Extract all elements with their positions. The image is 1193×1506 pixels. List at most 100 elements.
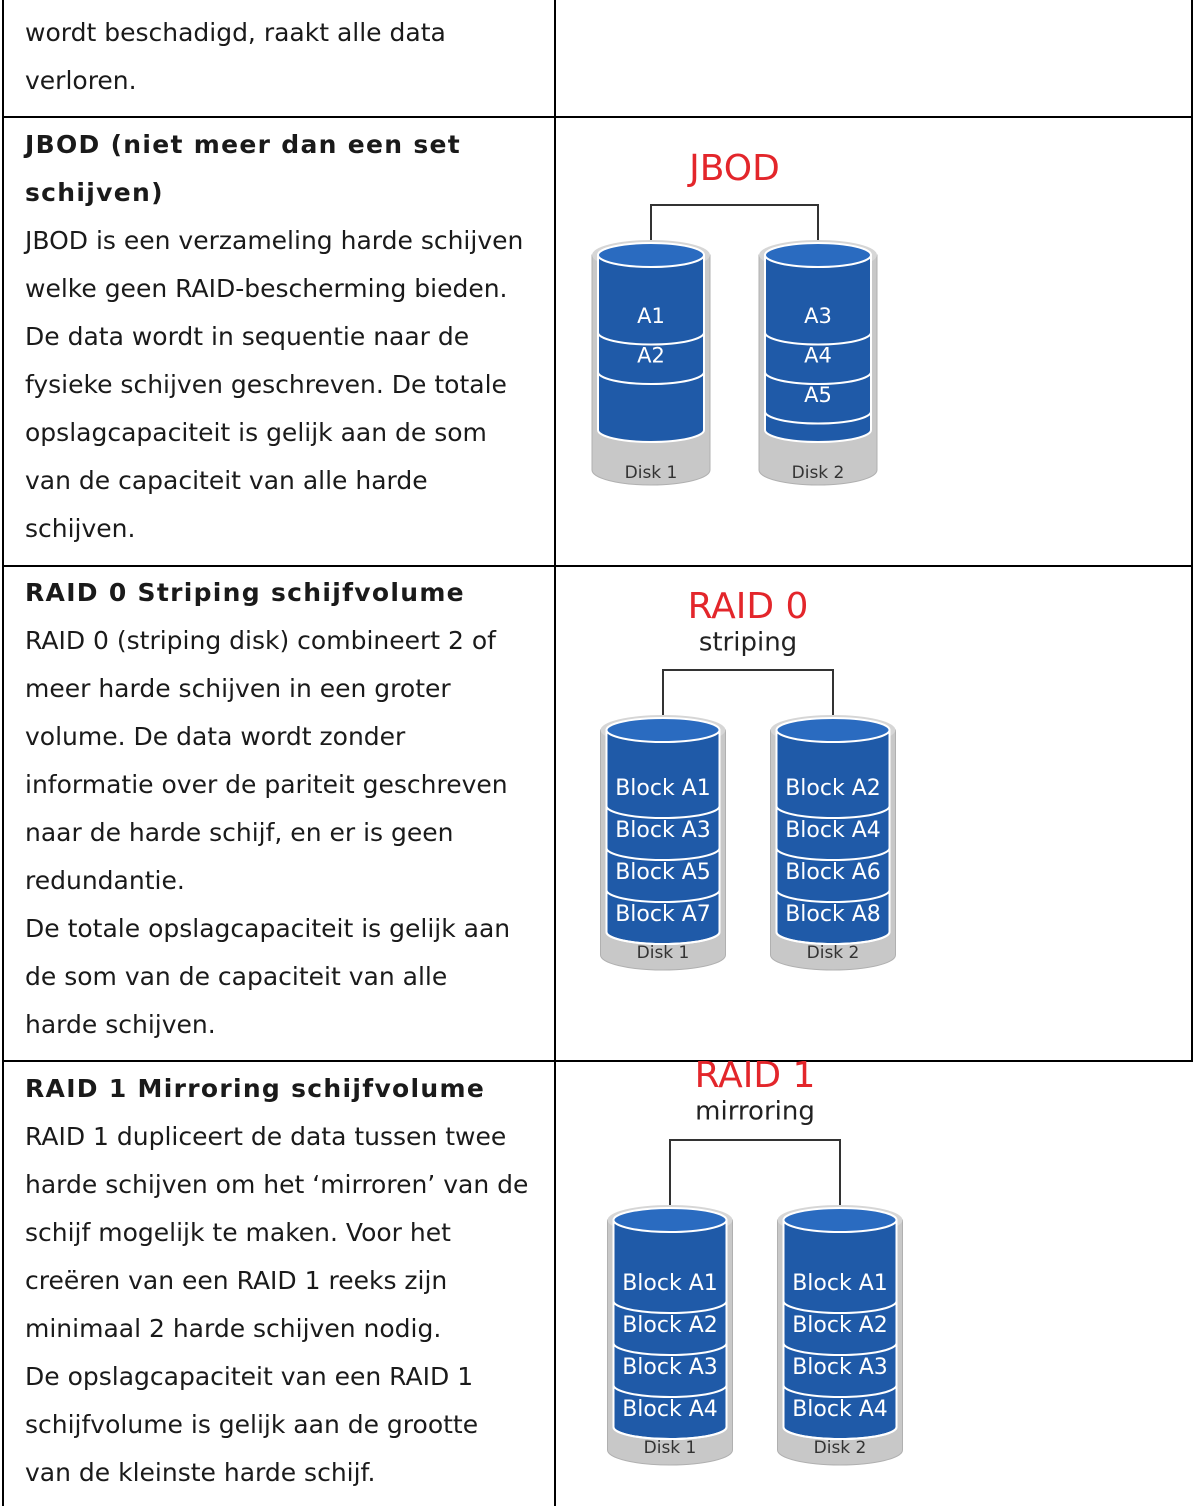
cell-line: van de kleinste harde schijf. — [25, 1458, 376, 1487]
cell-line: RAID 1 dupliceert de data tussen twee — [25, 1122, 507, 1151]
block-sep — [775, 931, 891, 945]
block-label: Block A1 — [622, 1271, 718, 1296]
block-sep — [764, 332, 872, 346]
disk-top — [597, 242, 705, 268]
block-sep — [782, 1384, 898, 1398]
block-sep — [612, 1426, 728, 1440]
connector — [662, 669, 834, 718]
cell-line: harde schijven om het ‘mirroren’ van de — [25, 1170, 529, 1199]
block-sep — [605, 931, 721, 945]
cell-line: opslagcapaciteit is gelijk aan de som — [25, 418, 487, 447]
cell-line: schijven. — [25, 514, 136, 543]
cell-line: naar de harde schijf, en er is geen — [25, 818, 454, 847]
block-sep — [597, 332, 705, 346]
block-label: Block A2 — [785, 776, 881, 801]
block-sep — [775, 889, 891, 903]
cell-line: schijf mogelijk te maken. Voor het — [25, 1218, 451, 1247]
block-label: A1 — [637, 304, 665, 328]
cell-line: meer harde schijven in een groter — [25, 674, 451, 703]
block-sep — [782, 1300, 898, 1314]
block-sep — [782, 1342, 898, 1356]
cell-title: JBOD (niet meer dan een set — [25, 130, 462, 159]
block-label: Block A1 — [792, 1271, 888, 1296]
cell-line: creëren van een RAID 1 reeks zijn — [25, 1266, 448, 1295]
cell-text: RAID 0 Striping schijfvolume RAID 0 (stri… — [25, 569, 550, 1049]
connector — [669, 1139, 841, 1208]
block-sep — [605, 889, 721, 903]
diagram-title: RAID 1 — [695, 1055, 816, 1096]
connector — [650, 204, 819, 243]
cell-title: RAID 0 Striping schijfvolume — [25, 578, 465, 607]
cell-line: informatie over de pariteit geschreven — [25, 770, 508, 799]
cell-line: minimaal 2 harde schijven nodig. — [25, 1314, 442, 1343]
block-label: Block A1 — [615, 776, 711, 801]
block-sep — [775, 805, 891, 819]
block-sep — [775, 847, 891, 861]
block-label: A4 — [804, 343, 832, 367]
cell-line: wordt beschadigd, raakt alle data — [25, 18, 446, 47]
disk-data — [764, 254, 872, 443]
cell-text: JBOD (niet meer dan een set schijven) JBOD… — [25, 121, 550, 553]
disk-label: Disk 1 — [644, 1438, 697, 1458]
disk-data — [597, 254, 705, 443]
disk-label: Disk 1 — [637, 943, 690, 963]
block-label: Block A6 — [785, 860, 881, 885]
disk-top — [612, 1207, 728, 1233]
cell-line: RAID 0 (striping disk) combineert 2 of — [25, 626, 496, 655]
diagram-title: RAID 0 — [688, 586, 809, 627]
block-sep — [764, 411, 872, 425]
diagram-subtitle: striping — [699, 628, 797, 658]
disk-top — [775, 717, 891, 743]
cell-text: wordt beschadigd, raakt alle data verlore… — [25, 9, 550, 105]
disk-label: Disk 2 — [814, 1438, 867, 1458]
block-label: Block A8 — [785, 902, 881, 927]
cell-title: schijven) — [25, 178, 164, 207]
cell-line: De opslagcapaciteit van een RAID 1 — [25, 1362, 474, 1391]
block-sep — [782, 1426, 898, 1440]
block-sep — [612, 1384, 728, 1398]
disk-label: Disk 2 — [792, 463, 845, 483]
cell-line: volume. De data wordt zonder — [25, 722, 406, 751]
block-label: A5 — [804, 383, 832, 407]
cell-line: redundantie. — [25, 866, 185, 895]
disk-label: Disk 2 — [807, 943, 860, 963]
disk-label: Disk 1 — [625, 463, 678, 483]
cell-text: RAID 1 Mirroring schijfvolume RAID 1 dupl… — [25, 1065, 550, 1497]
block-sep — [612, 1300, 728, 1314]
cell-line: De data wordt in sequentie naar de — [25, 322, 470, 351]
cell-title: RAID 1 Mirroring schijfvolume — [25, 1074, 486, 1103]
cell-line: JBOD is een verzameling harde schijven — [25, 226, 524, 255]
cell-line: de som van de capaciteit van alle — [25, 962, 448, 991]
disk-top — [764, 242, 872, 268]
block-label: Block A4 — [622, 1397, 718, 1422]
cell-line: schijfvolume is gelijk aan de grootte — [25, 1410, 479, 1439]
block-label: Block A3 — [622, 1355, 718, 1380]
disk-top — [782, 1207, 898, 1233]
disk-top — [605, 717, 721, 743]
cell-line: harde schijven. — [25, 1010, 216, 1039]
block-sep — [612, 1342, 728, 1356]
block-label: Block A7 — [615, 902, 711, 927]
block-label: Block A5 — [615, 860, 711, 885]
block-label: Block A3 — [615, 818, 711, 843]
block-sep — [605, 805, 721, 819]
block-sep — [764, 371, 872, 385]
cell-line: fysieke schijven geschreven. De totale — [25, 370, 507, 399]
cell-line: verloren. — [25, 66, 137, 95]
cell-line: van de capaciteit van alle harde — [25, 466, 428, 495]
block-label: A3 — [804, 304, 832, 328]
block-label: A2 — [637, 343, 665, 367]
block-label: Block A2 — [622, 1313, 718, 1338]
cell-line: welke geen RAID-bescherming bieden. — [25, 274, 508, 303]
cell-line: De totale opslagcapaciteit is gelijk aan — [25, 914, 511, 943]
block-sep — [597, 371, 705, 385]
block-label: Block A2 — [792, 1313, 888, 1338]
block-label: Block A4 — [792, 1397, 888, 1422]
block-label: Block A4 — [785, 818, 881, 843]
block-sep — [605, 847, 721, 861]
diagram-title: JBOD — [687, 148, 780, 189]
block-label: Block A3 — [792, 1355, 888, 1380]
diagram-subtitle: mirroring — [695, 1097, 815, 1127]
